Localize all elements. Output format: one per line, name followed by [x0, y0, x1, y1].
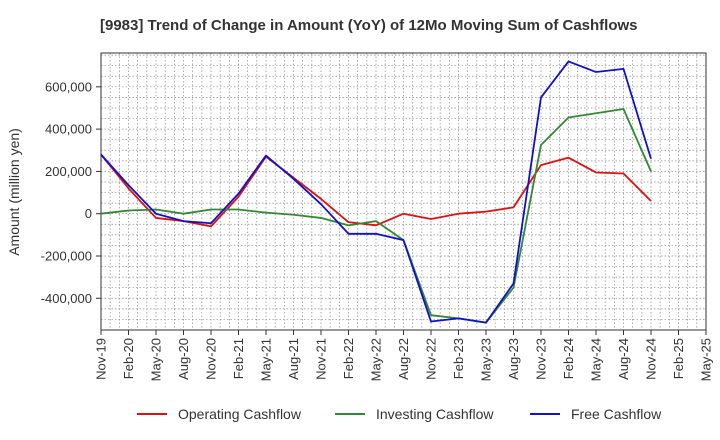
- chart-title: [9983] Trend of Change in Amount (YoY) o…: [100, 17, 638, 34]
- x-tick-label: May-21: [259, 338, 274, 381]
- investing-cashflow-line: [100, 108, 652, 324]
- y-axis-ticks: 600,000 400,000 200,000 0 -200,000 -400,000: [41, 79, 101, 306]
- x-tick-label: Nov-19: [94, 338, 109, 380]
- y-tick-label: 600,000: [45, 79, 92, 94]
- x-tick-label: Feb-25: [671, 338, 686, 379]
- x-tick-label: May-25: [699, 338, 714, 381]
- x-tick-label: Feb-23: [451, 338, 466, 379]
- grid: [100, 53, 707, 330]
- y-tick-label: -400,000: [41, 291, 92, 306]
- series-lines: [100, 60, 652, 324]
- y-tick-label: -200,000: [41, 248, 92, 263]
- x-tick-label: May-24: [589, 338, 604, 381]
- x-tick-label: Feb-24: [561, 338, 576, 379]
- y-tick-label: 400,000: [45, 122, 92, 137]
- x-tick-label: Nov-22: [424, 338, 439, 380]
- free-cashflow-legend-label: Free Cashflow: [571, 406, 662, 422]
- y-axis-label: Amount (million yen): [6, 128, 22, 256]
- x-axis-ticks: Nov-19 Feb-20 May-20 Aug-20 Nov-20 Feb-21 May-…: [94, 330, 714, 381]
- y-tick-label: 0: [85, 206, 92, 221]
- free-cashflow-line: [100, 60, 652, 324]
- legend: Operating Cashflow Investing Cashflow Free…: [137, 406, 662, 422]
- x-tick-label: May-20: [149, 338, 164, 381]
- x-tick-label: Aug-20: [176, 338, 191, 380]
- x-tick-label: May-22: [369, 338, 384, 381]
- x-tick-label: Aug-22: [396, 338, 411, 380]
- x-tick-label: Nov-23: [534, 338, 549, 380]
- x-tick-label: Aug-24: [616, 338, 631, 380]
- investing-cashflow-legend-label: Investing Cashflow: [376, 406, 494, 422]
- x-tick-label: Aug-21: [286, 338, 301, 380]
- x-tick-label: Aug-23: [506, 338, 521, 380]
- x-tick-label: Nov-21: [314, 338, 329, 380]
- y-tick-label: 200,000: [45, 164, 92, 179]
- operating-cashflow-line: [100, 153, 652, 228]
- x-tick-label: Feb-21: [231, 338, 246, 379]
- x-tick-label: Feb-20: [121, 338, 136, 379]
- x-tick-label: Nov-20: [204, 338, 219, 380]
- x-tick-label: Nov-24: [644, 338, 659, 380]
- operating-cashflow-legend-label: Operating Cashflow: [178, 406, 302, 422]
- x-tick-label: May-23: [479, 338, 494, 381]
- x-tick-label: Feb-22: [341, 338, 356, 379]
